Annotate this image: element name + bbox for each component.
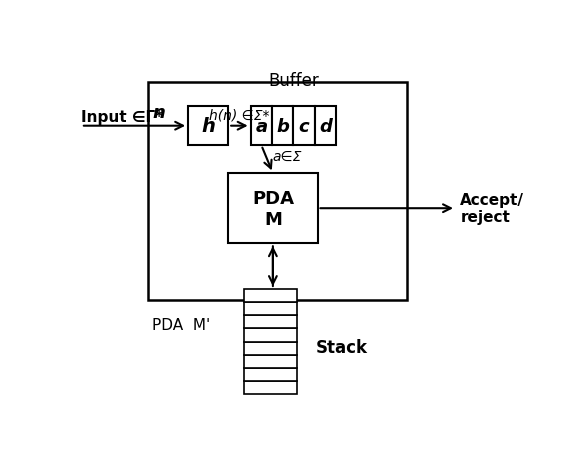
Bar <box>244 355 297 368</box>
Bar <box>244 381 297 394</box>
Bar <box>272 107 293 146</box>
Bar <box>148 83 407 300</box>
Text: h: h <box>201 117 215 136</box>
Bar <box>188 107 228 146</box>
Bar <box>251 107 272 146</box>
Text: Stack: Stack <box>315 338 367 356</box>
Bar <box>244 316 297 329</box>
Bar <box>244 329 297 342</box>
Bar <box>244 289 297 303</box>
Bar <box>293 107 315 146</box>
Bar <box>244 368 297 381</box>
Text: n: n <box>153 104 165 122</box>
Bar <box>244 342 297 355</box>
Text: b: b <box>276 117 289 136</box>
Text: a∈Σ: a∈Σ <box>272 149 302 163</box>
Bar <box>315 107 336 146</box>
Text: PDA
M: PDA M <box>252 189 294 228</box>
Text: Accept/
reject: Accept/ reject <box>460 192 524 225</box>
Text: Input ∈Γ*: Input ∈Γ* <box>81 110 163 125</box>
Text: c: c <box>299 117 309 136</box>
Text: h(n) ∈Σ*: h(n) ∈Σ* <box>209 108 270 122</box>
Bar <box>244 303 297 316</box>
Text: d: d <box>319 117 332 136</box>
Text: PDA  M': PDA M' <box>152 318 211 332</box>
Bar <box>228 174 317 244</box>
Text: a: a <box>255 117 267 136</box>
Text: Buffer: Buffer <box>268 72 319 90</box>
